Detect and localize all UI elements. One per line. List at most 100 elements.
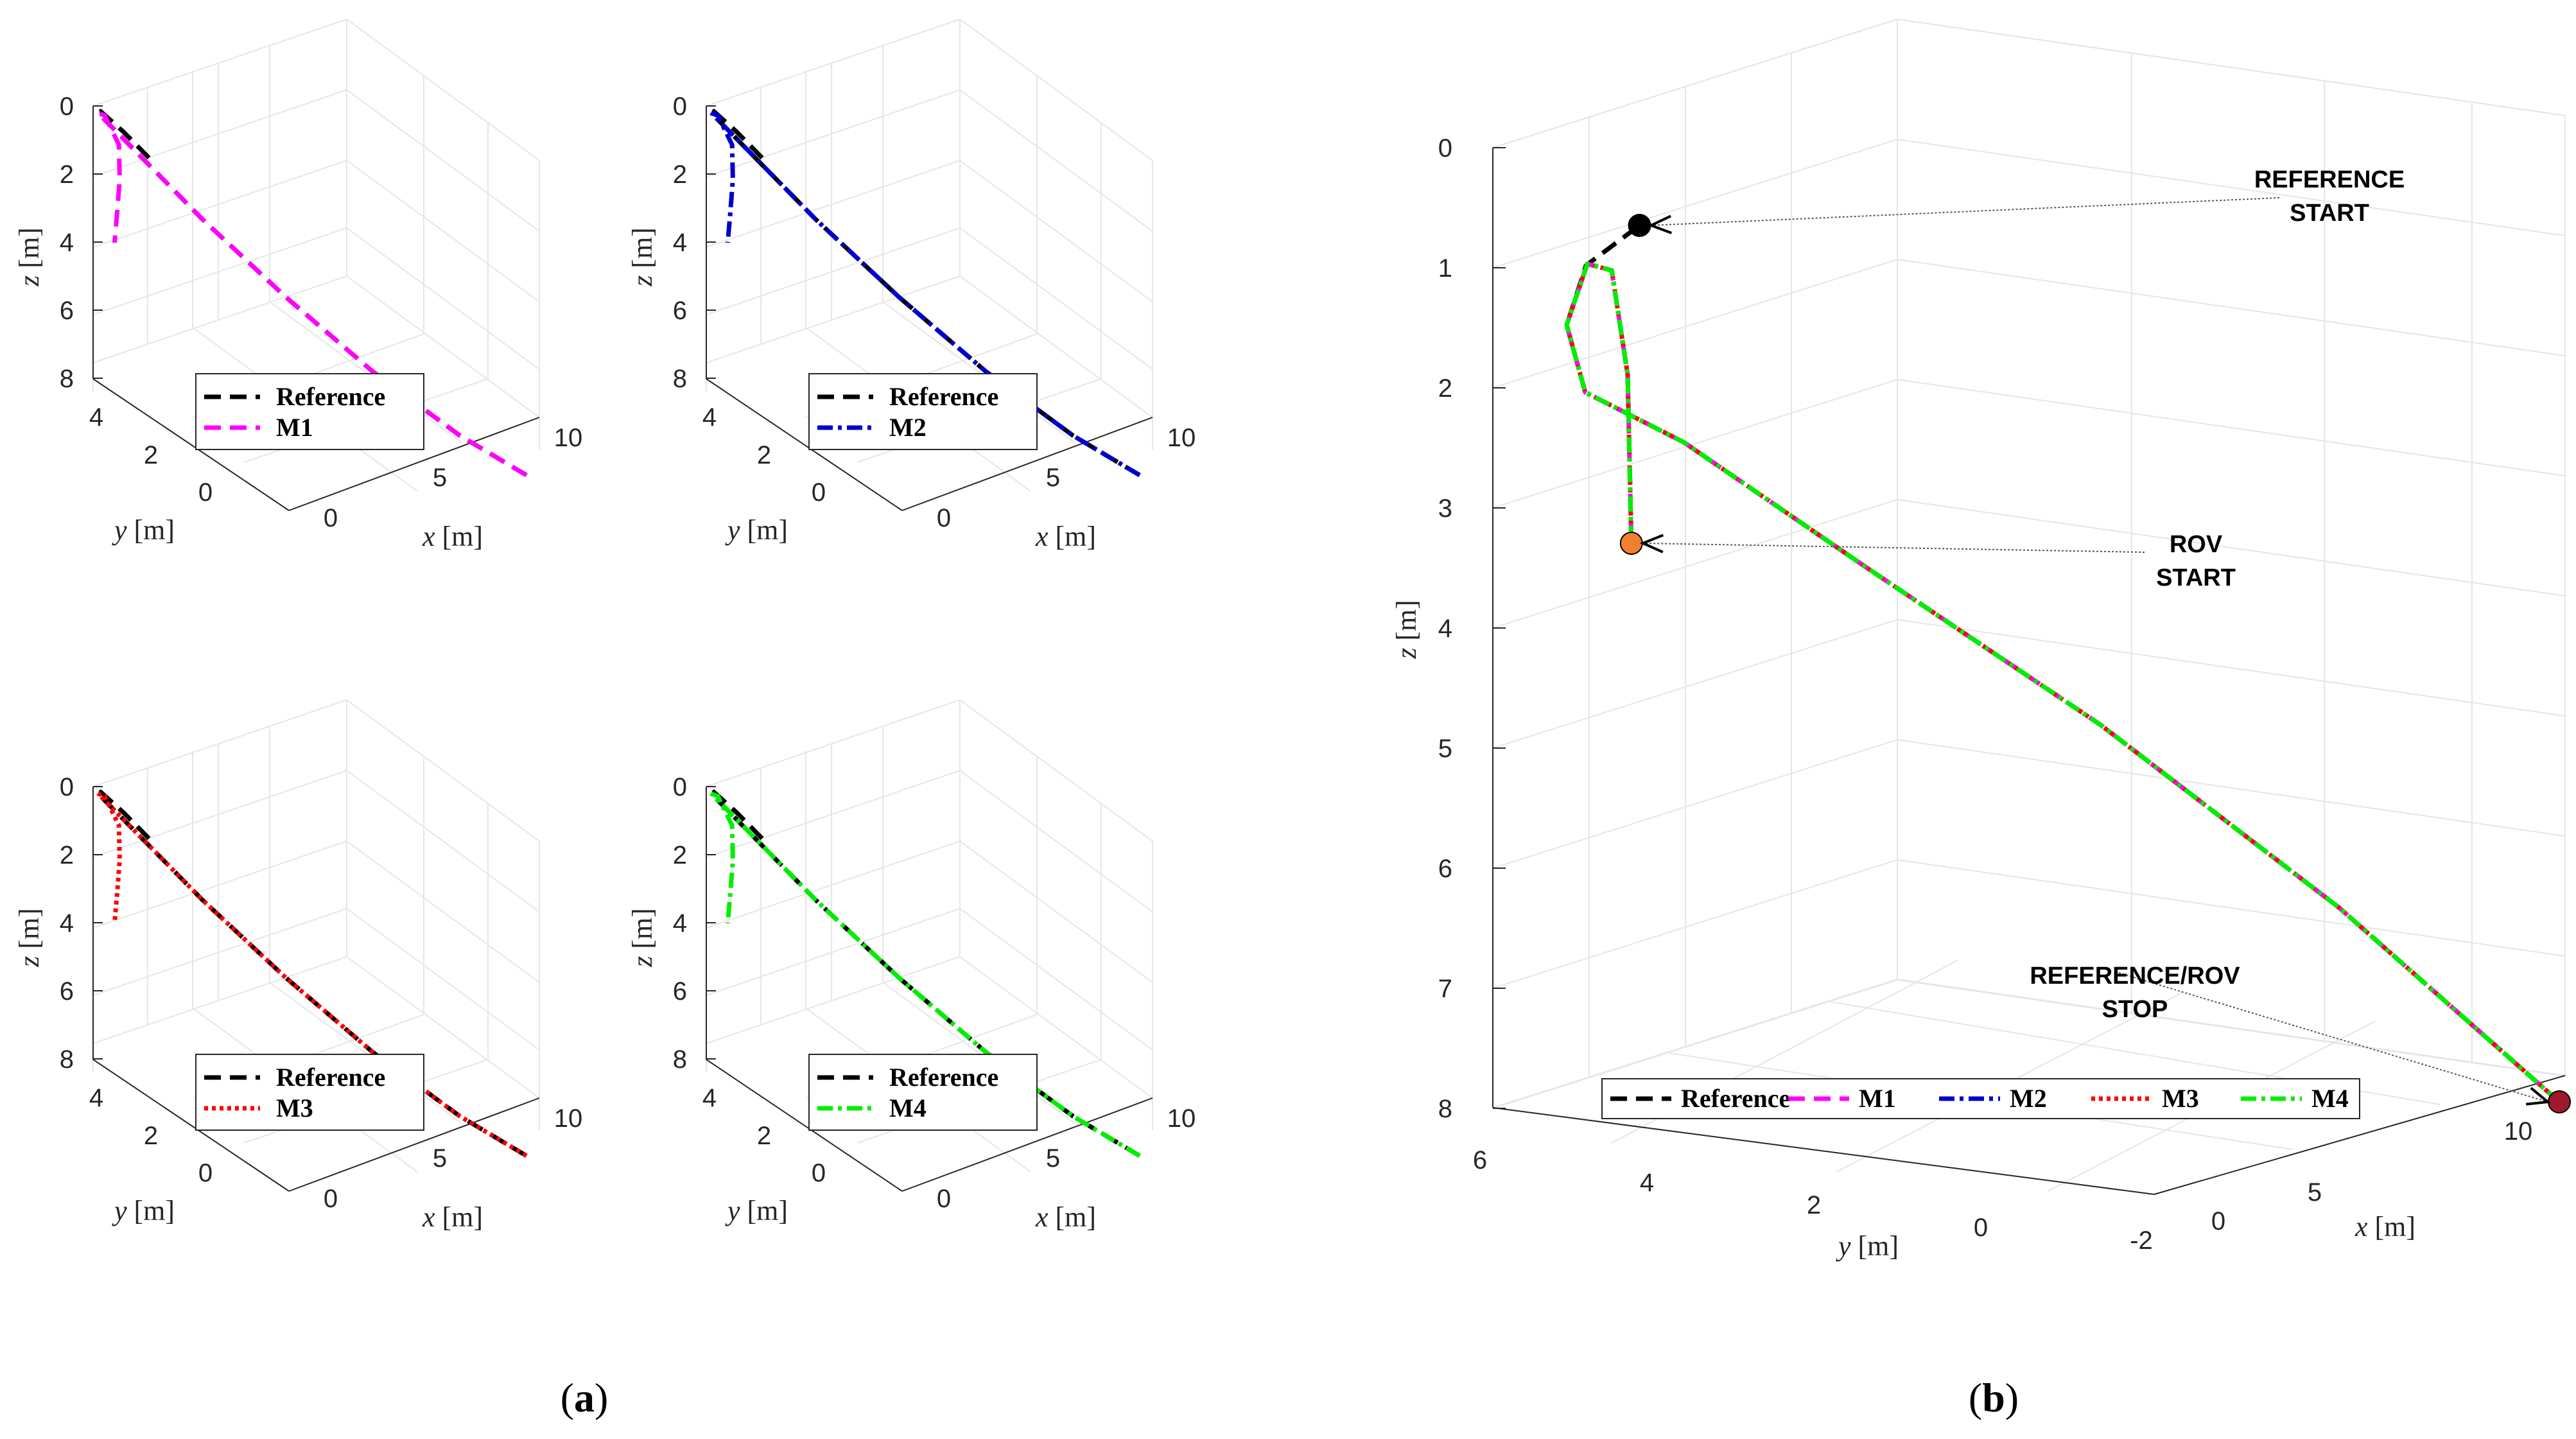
combined-ytick-label: 6 bbox=[1473, 1146, 1487, 1174]
subplot-m2-ztick-label: 0 bbox=[673, 92, 687, 121]
subplot-m2-ytick-label: 2 bbox=[757, 441, 771, 469]
subplot-m2-xtick-label: 5 bbox=[1046, 464, 1060, 492]
subplot-m1-xlabel: x [m] bbox=[422, 521, 483, 552]
subplot-m1-zlabel-var: z bbox=[13, 275, 45, 287]
subplot-m3-ytick-label: 2 bbox=[144, 1122, 158, 1150]
subplot-m4-xlabel-unit: [m] bbox=[1049, 1201, 1097, 1233]
subplot-m4-ztick-label: 0 bbox=[673, 773, 687, 801]
subplot-m1-xlabel-var: x bbox=[422, 521, 435, 552]
subplot-m3-xlabel: x [m] bbox=[422, 1201, 483, 1233]
subplot-m4-xlabel: x [m] bbox=[1035, 1201, 1096, 1233]
subplot-m3-xlabel-unit: [m] bbox=[435, 1201, 483, 1233]
subplot-m1-ylabel: y [m] bbox=[112, 514, 175, 546]
combined-ylabel-unit: [m] bbox=[1851, 1230, 1899, 1262]
subplot-m2-xtick-label: 0 bbox=[937, 504, 951, 532]
subplot-m1-ztick-label: 2 bbox=[60, 161, 74, 189]
subplot-m3-xtick-label: 10 bbox=[554, 1104, 583, 1133]
subplot-m1-ytick-label: 4 bbox=[89, 403, 103, 432]
subplot-m3-xtick-label: 5 bbox=[433, 1144, 447, 1173]
panel-label-b: (b) bbox=[1969, 1375, 2019, 1420]
subplot-m3-legend-label-m3: M3 bbox=[276, 1094, 313, 1122]
subplot-m1-grid2 bbox=[92, 45, 540, 492]
combined-ylabel: y [m] bbox=[1836, 1230, 1899, 1262]
subplot-m3-ytick-label: 4 bbox=[89, 1084, 103, 1112]
subplot-m4-ylabel: y [m] bbox=[725, 1195, 788, 1226]
subplot-m3-legend-label-reference: Reference bbox=[276, 1063, 385, 1092]
rov-start-arrow-arrowhead bbox=[1639, 534, 1664, 554]
combined-zlabel-var: z bbox=[1391, 648, 1422, 659]
combined-ztick-label: 8 bbox=[1438, 1095, 1452, 1123]
subplot-m4-zlabel: z [m] bbox=[627, 908, 658, 968]
combined-ztick-label: 5 bbox=[1438, 735, 1452, 763]
combined-legend-label-m2: M2 bbox=[2010, 1084, 2047, 1113]
subplot-m1-ztick-label: 0 bbox=[60, 92, 74, 121]
subplot-m3-xlabel-var: x bbox=[422, 1201, 435, 1233]
subplot-m4-legend-label-reference: Reference bbox=[889, 1063, 998, 1092]
combined-xtick-label: 0 bbox=[2211, 1207, 2225, 1235]
subplot-m3-ylabel: y [m] bbox=[112, 1195, 175, 1226]
combined-xlabel: x [m] bbox=[2354, 1211, 2415, 1243]
combined-legend-label-m1: M1 bbox=[1859, 1084, 1896, 1113]
subplot-m2-legend-label-m2: M2 bbox=[889, 413, 927, 442]
subplot-m3-ytick-label: 0 bbox=[198, 1159, 213, 1187]
rov-start-marker bbox=[1619, 532, 1643, 555]
rov-start-arrow-line bbox=[1642, 543, 2145, 553]
subplot-m4-grid2 bbox=[706, 726, 1153, 1173]
subplot-m1-ylabel-var: y bbox=[112, 514, 127, 546]
subplot-m3-legend-box bbox=[195, 1054, 424, 1131]
combined-ylabel-var: y bbox=[1836, 1230, 1851, 1262]
subplot-m3-zlabel-var: z bbox=[13, 956, 45, 968]
subplot-m4-xlabel-var: x bbox=[1035, 1201, 1049, 1233]
subplot-m2-ztick-label: 6 bbox=[673, 297, 687, 325]
rov-start-label-line2: START bbox=[2156, 564, 2236, 591]
subplot-m4-zlabel-unit: [m] bbox=[627, 908, 658, 956]
combined-legend-label-m4: M4 bbox=[2311, 1084, 2349, 1113]
subplot-m2-zlabel-var: z bbox=[627, 275, 658, 287]
reference-start-label-line2: START bbox=[2290, 200, 2369, 227]
subplot-m1-ztick-label: 6 bbox=[60, 297, 74, 325]
subplot-m1-ytick-label: 2 bbox=[144, 441, 158, 469]
reference-start-label-line1: REFERENCE bbox=[2254, 166, 2405, 193]
combined-frame bbox=[1492, 148, 2566, 1195]
panel-label-a: (a) bbox=[561, 1375, 609, 1420]
combined-legend-label-reference: Reference bbox=[1681, 1084, 1790, 1113]
subplot-m2-ylabel-var: y bbox=[725, 514, 740, 546]
subplot-m1-legend-label-reference: Reference bbox=[276, 382, 385, 411]
stop-label-line2: STOP bbox=[2102, 996, 2168, 1023]
subplot-m3-ztick-label: 2 bbox=[60, 841, 74, 869]
subplot-m4-xtick-label: 5 bbox=[1046, 1144, 1060, 1173]
subplot-m2-xlabel-unit: [m] bbox=[1049, 521, 1097, 552]
stop-label-line1: REFERENCE/ROV bbox=[2030, 963, 2240, 990]
subplot-m4-ytick-label: 4 bbox=[702, 1084, 717, 1112]
subplot-m4-ylabel-var: y bbox=[725, 1195, 740, 1226]
subplot-m1-xlabel-unit: [m] bbox=[435, 521, 483, 552]
subplot-m2-ytick-label: 4 bbox=[702, 403, 717, 432]
subplot-m2-ylabel-unit: [m] bbox=[740, 514, 788, 546]
stop-marker bbox=[2548, 1090, 2571, 1113]
combined-floor-grid bbox=[1492, 959, 2441, 1195]
subplot-m2-ytick-label: 0 bbox=[812, 478, 826, 507]
subplot-m1-ztick-label: 8 bbox=[60, 365, 74, 393]
subplot-m3-ylabel-var: y bbox=[112, 1195, 127, 1226]
subplot-m1-ylabel-unit: [m] bbox=[127, 514, 175, 546]
subplot-m3-ztick-label: 8 bbox=[60, 1045, 74, 1074]
subplot-m2-xtick-label: 10 bbox=[1167, 424, 1196, 452]
subplot-m4-ztick-label: 8 bbox=[673, 1045, 687, 1074]
combined-ztick-label: 0 bbox=[1438, 134, 1452, 162]
subplot-m2-ztick-label: 2 bbox=[673, 161, 687, 189]
subplot-m3-xtick-label: 0 bbox=[324, 1185, 338, 1213]
combined-legend-label-m3: M3 bbox=[2162, 1084, 2199, 1113]
subplot-m2-ylabel: y [m] bbox=[725, 514, 788, 546]
subplot-m2-zlabel: z [m] bbox=[627, 227, 658, 287]
combined-ztick-label: 6 bbox=[1438, 855, 1452, 883]
combined-zlabel-unit: [m] bbox=[1391, 600, 1422, 648]
subplot-m2-legend-label-reference: Reference bbox=[889, 382, 998, 411]
combined-ztick-label: 3 bbox=[1438, 494, 1452, 523]
